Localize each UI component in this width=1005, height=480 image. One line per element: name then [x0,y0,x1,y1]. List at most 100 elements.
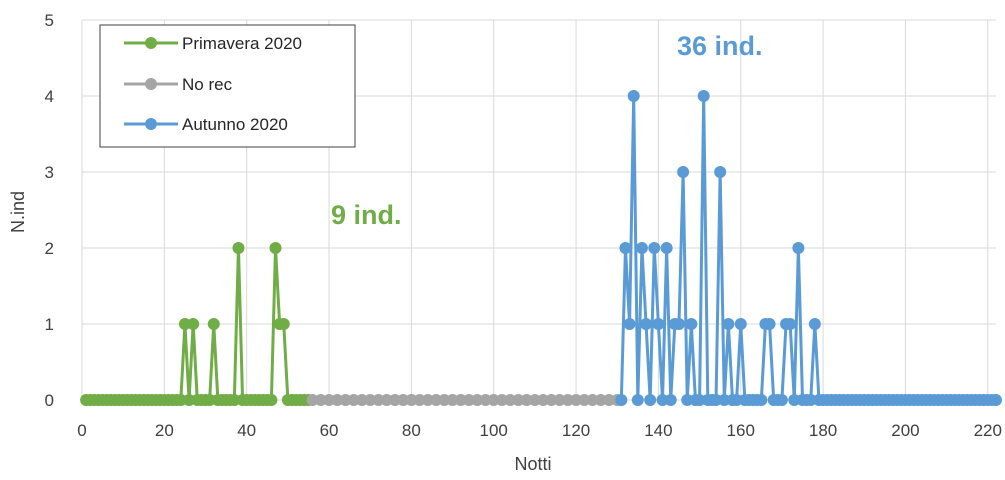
legend-marker-autunno [145,118,157,130]
data-point [635,242,648,254]
data-point [355,394,368,406]
data-point [734,318,747,330]
x-tick-label: 180 [809,421,837,440]
data-point [487,394,500,406]
data-point [528,394,541,406]
data-point [763,318,776,330]
y-axis-title: N.ind [8,191,28,233]
data-point [644,394,657,406]
x-tick-label: 40 [237,421,256,440]
x-tick-label: 120 [562,421,590,440]
legend-box [99,24,356,148]
y-tick-label: 4 [45,87,54,106]
data-point [594,394,607,406]
data-point [463,394,476,406]
y-tick-label: 2 [45,239,54,258]
data-point [788,394,801,406]
x-tick-label: 60 [320,421,339,440]
data-point [203,394,216,406]
data-point [722,318,735,330]
annotation-autunno: 36 ind. [677,31,763,61]
data-point [174,394,187,406]
legend: Primavera 2020 No rec Autunno 2020 [99,24,356,148]
data-point [804,394,817,406]
legend-label-autunno: Autunno 2020 [182,115,288,134]
data-point [314,394,327,406]
data-point [504,394,517,406]
x-tick-label: 200 [891,421,919,440]
data-point [672,318,685,330]
series-layer [80,90,1002,406]
data-point [664,394,677,406]
legend-item-primavera: Primavera 2020 [124,34,302,53]
data-point [718,394,731,406]
x-axis-title: Notti [514,454,551,474]
data-point [553,394,566,406]
data-point [269,242,282,254]
data-point [755,394,768,406]
data-point [685,318,698,330]
data-point [615,394,628,406]
y-tick-labels: 0 1 2 3 4 5 [45,11,54,410]
data-point [648,242,661,254]
data-point [697,90,710,102]
data-point [561,394,574,406]
x-tick-label: 80 [402,421,421,440]
data-point [660,242,673,254]
legend-item-norec: No rec [124,75,233,94]
x-tick-label: 0 [77,421,86,440]
data-point [578,394,591,406]
y-tick-label: 0 [45,391,54,410]
data-point [178,318,191,330]
data-point [495,394,508,406]
y-tick-label: 1 [45,315,54,334]
data-point [454,394,467,406]
x-tick-label: 160 [727,421,755,440]
data-point [784,318,797,330]
data-point [520,394,533,406]
data-point [323,394,336,406]
data-point [479,394,492,406]
data-point [710,394,723,406]
data-point [808,318,821,330]
data-point [602,394,615,406]
data-point [232,242,245,254]
data-point [693,394,706,406]
data-point [380,394,393,406]
data-point [586,394,599,406]
y-tick-label: 5 [45,11,54,30]
data-point [627,90,640,102]
data-point [438,394,451,406]
x-tick-labels: 0 20 40 60 80 100 120 140 160 180 200 220 [77,421,1002,440]
legend-marker-norec [145,78,157,90]
series-primavera [80,242,315,406]
x-tick-label: 100 [480,421,508,440]
data-point [714,166,727,178]
y-tick-label: 3 [45,163,54,182]
data-point [656,394,669,406]
legend-label-primavera: Primavera 2020 [182,34,302,53]
data-point [388,394,401,406]
data-point [792,242,805,254]
data-point [471,394,484,406]
data-point [631,394,644,406]
legend-label-norec: No rec [182,75,233,94]
series-autunno [615,90,1002,406]
data-point [512,394,525,406]
data-point [183,394,196,406]
legend-marker-primavera [145,37,157,49]
data-point [421,394,434,406]
x-tick-label: 140 [644,421,672,440]
data-point [570,394,583,406]
data-point [397,394,410,406]
data-point [405,394,418,406]
data-point [677,166,690,178]
data-point [652,318,665,330]
data-point [331,394,344,406]
data-point [187,318,200,330]
data-point [372,394,385,406]
data-point [277,318,290,330]
data-point [537,394,550,406]
x-tick-label: 20 [155,421,174,440]
